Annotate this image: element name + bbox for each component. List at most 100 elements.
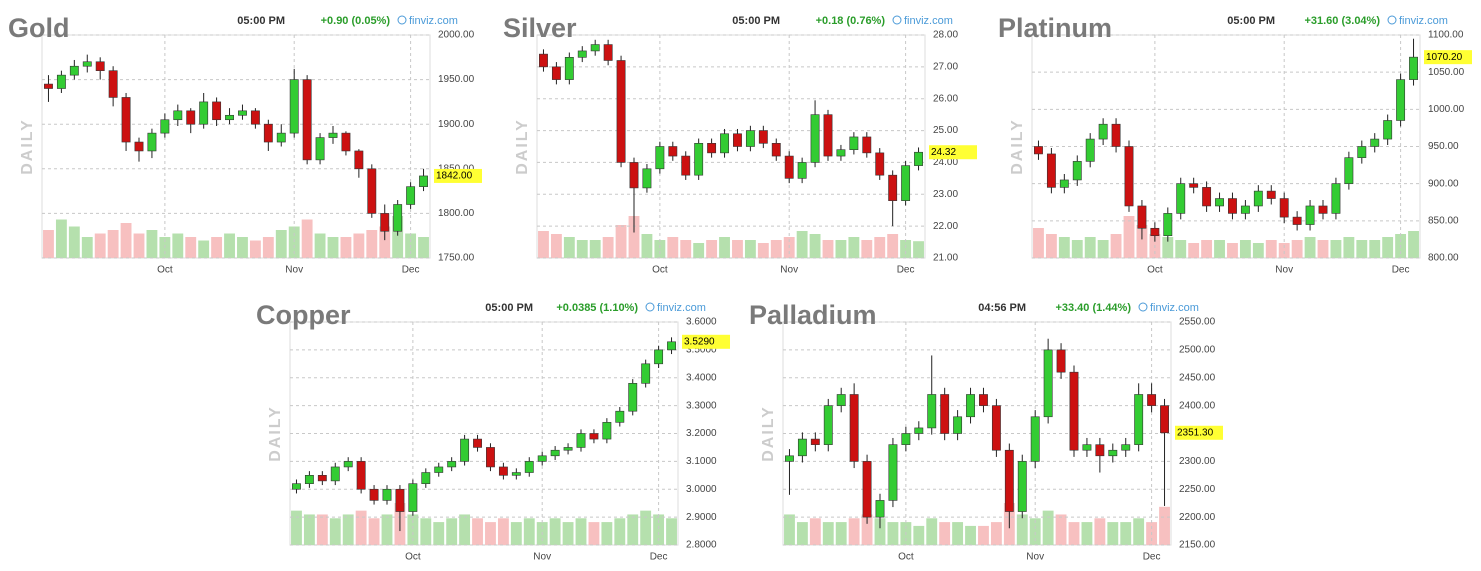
x-tick-label: Oct: [157, 265, 173, 276]
candle-body: [862, 136, 872, 154]
volume-bar: [355, 510, 367, 545]
volume-bar: [1029, 518, 1041, 545]
candle-body: [991, 405, 1001, 451]
volume-bar: [965, 525, 976, 545]
candle-body: [1147, 394, 1157, 406]
y-tick-label: 2500.00: [1179, 345, 1216, 356]
volume-bar: [666, 518, 677, 545]
candle-body: [380, 213, 390, 232]
time-label: 05:00 PM: [1227, 15, 1275, 27]
volume-bar: [291, 510, 302, 545]
volume-bar: [809, 234, 821, 258]
period-label: DAILY: [19, 118, 36, 175]
candle-body: [966, 394, 975, 418]
candle-body: [173, 110, 183, 121]
candle-body: [1121, 444, 1131, 451]
candle-body: [551, 66, 561, 80]
volume-bar: [303, 514, 315, 545]
source-link[interactable]: finviz.com: [1150, 302, 1199, 314]
candle-body: [875, 152, 885, 176]
candle-body: [1228, 198, 1237, 214]
chart-panel: 2.8000 2.9000 3.0000 3.1000 3.2000 3.3000 3.40…: [256, 300, 730, 563]
volume-bar: [1016, 514, 1028, 545]
volume-bar: [796, 522, 808, 545]
candle-body: [302, 79, 312, 161]
candle-body: [330, 466, 340, 482]
x-tick-label: Oct: [1147, 265, 1163, 276]
volume-bar: [1110, 234, 1122, 258]
source-link[interactable]: finviz.com: [657, 302, 706, 314]
volume-bar: [288, 226, 300, 258]
source-link[interactable]: finviz.com: [904, 15, 953, 27]
volume-bar: [510, 522, 522, 545]
volume-bar: [1265, 240, 1277, 258]
volume-bar: [327, 237, 339, 258]
volume-bar: [1159, 506, 1170, 545]
candle-body: [369, 488, 379, 501]
candle-body: [1059, 179, 1069, 188]
candle-body: [147, 132, 157, 152]
y-tick-label: 1000.00: [1428, 104, 1465, 115]
volume-bar: [835, 240, 847, 258]
volume-bar: [1317, 240, 1329, 258]
candle-body: [121, 97, 131, 143]
x-tick-label: Nov: [1026, 552, 1044, 563]
candle-body: [1189, 183, 1199, 188]
source-link[interactable]: finviz.com: [409, 15, 458, 27]
volume-bar: [237, 237, 248, 258]
volume-bar: [874, 518, 886, 545]
candle-body: [1215, 198, 1224, 207]
x-tick-label: Dec: [1392, 265, 1410, 276]
candle-body: [343, 461, 353, 468]
change-label: +33.40 (1.44%): [1055, 302, 1131, 314]
volume-bar: [407, 514, 419, 545]
candle-body: [263, 123, 273, 143]
chart-title: Gold: [8, 13, 70, 43]
candle-body: [95, 61, 105, 71]
candle-body: [134, 141, 144, 152]
candle-body: [654, 349, 664, 365]
candle-body: [707, 143, 717, 154]
candle-body: [276, 132, 286, 143]
candle-body: [524, 461, 534, 473]
y-tick-label: 2550.00: [1179, 317, 1216, 328]
volume-bar: [588, 522, 600, 545]
candle-body: [292, 483, 301, 490]
candle-body: [419, 175, 428, 187]
candle-body: [681, 155, 691, 176]
candle-body: [498, 466, 508, 476]
chart-title: Silver: [503, 13, 577, 43]
candle-body: [1134, 394, 1144, 445]
volume-bar: [1094, 518, 1106, 545]
volume-bar: [485, 522, 496, 545]
volume-bar: [1120, 522, 1132, 545]
candle-body: [406, 186, 416, 205]
x-tick-label: Oct: [898, 552, 914, 563]
candle-body: [602, 422, 612, 440]
volume-bar: [1136, 225, 1148, 258]
volume-bar: [198, 240, 210, 258]
candle-body: [1017, 461, 1027, 512]
volume-bar: [784, 514, 795, 545]
volume-bar: [1278, 243, 1290, 258]
candle-body: [1085, 138, 1095, 162]
x-tick-label: Dec: [402, 265, 420, 276]
source-link[interactable]: finviz.com: [1399, 15, 1448, 27]
candle-body: [511, 472, 521, 476]
volume-bar: [576, 240, 588, 258]
candle-body: [393, 204, 403, 232]
volume-bar: [653, 514, 665, 545]
candle-body: [901, 165, 911, 201]
chart-title: Platinum: [998, 13, 1112, 43]
candle-body: [1034, 146, 1043, 155]
y-tick-label: 900.00: [1428, 178, 1459, 189]
volume-bar: [472, 518, 483, 545]
candle-body: [1331, 183, 1341, 214]
candle-body: [1160, 405, 1169, 434]
candle-body: [1082, 444, 1092, 451]
source-icon: [1387, 15, 1397, 25]
volume-bar: [523, 518, 535, 545]
volume-bar: [275, 230, 287, 258]
volume-bar: [420, 518, 432, 545]
candle-body: [758, 130, 768, 144]
